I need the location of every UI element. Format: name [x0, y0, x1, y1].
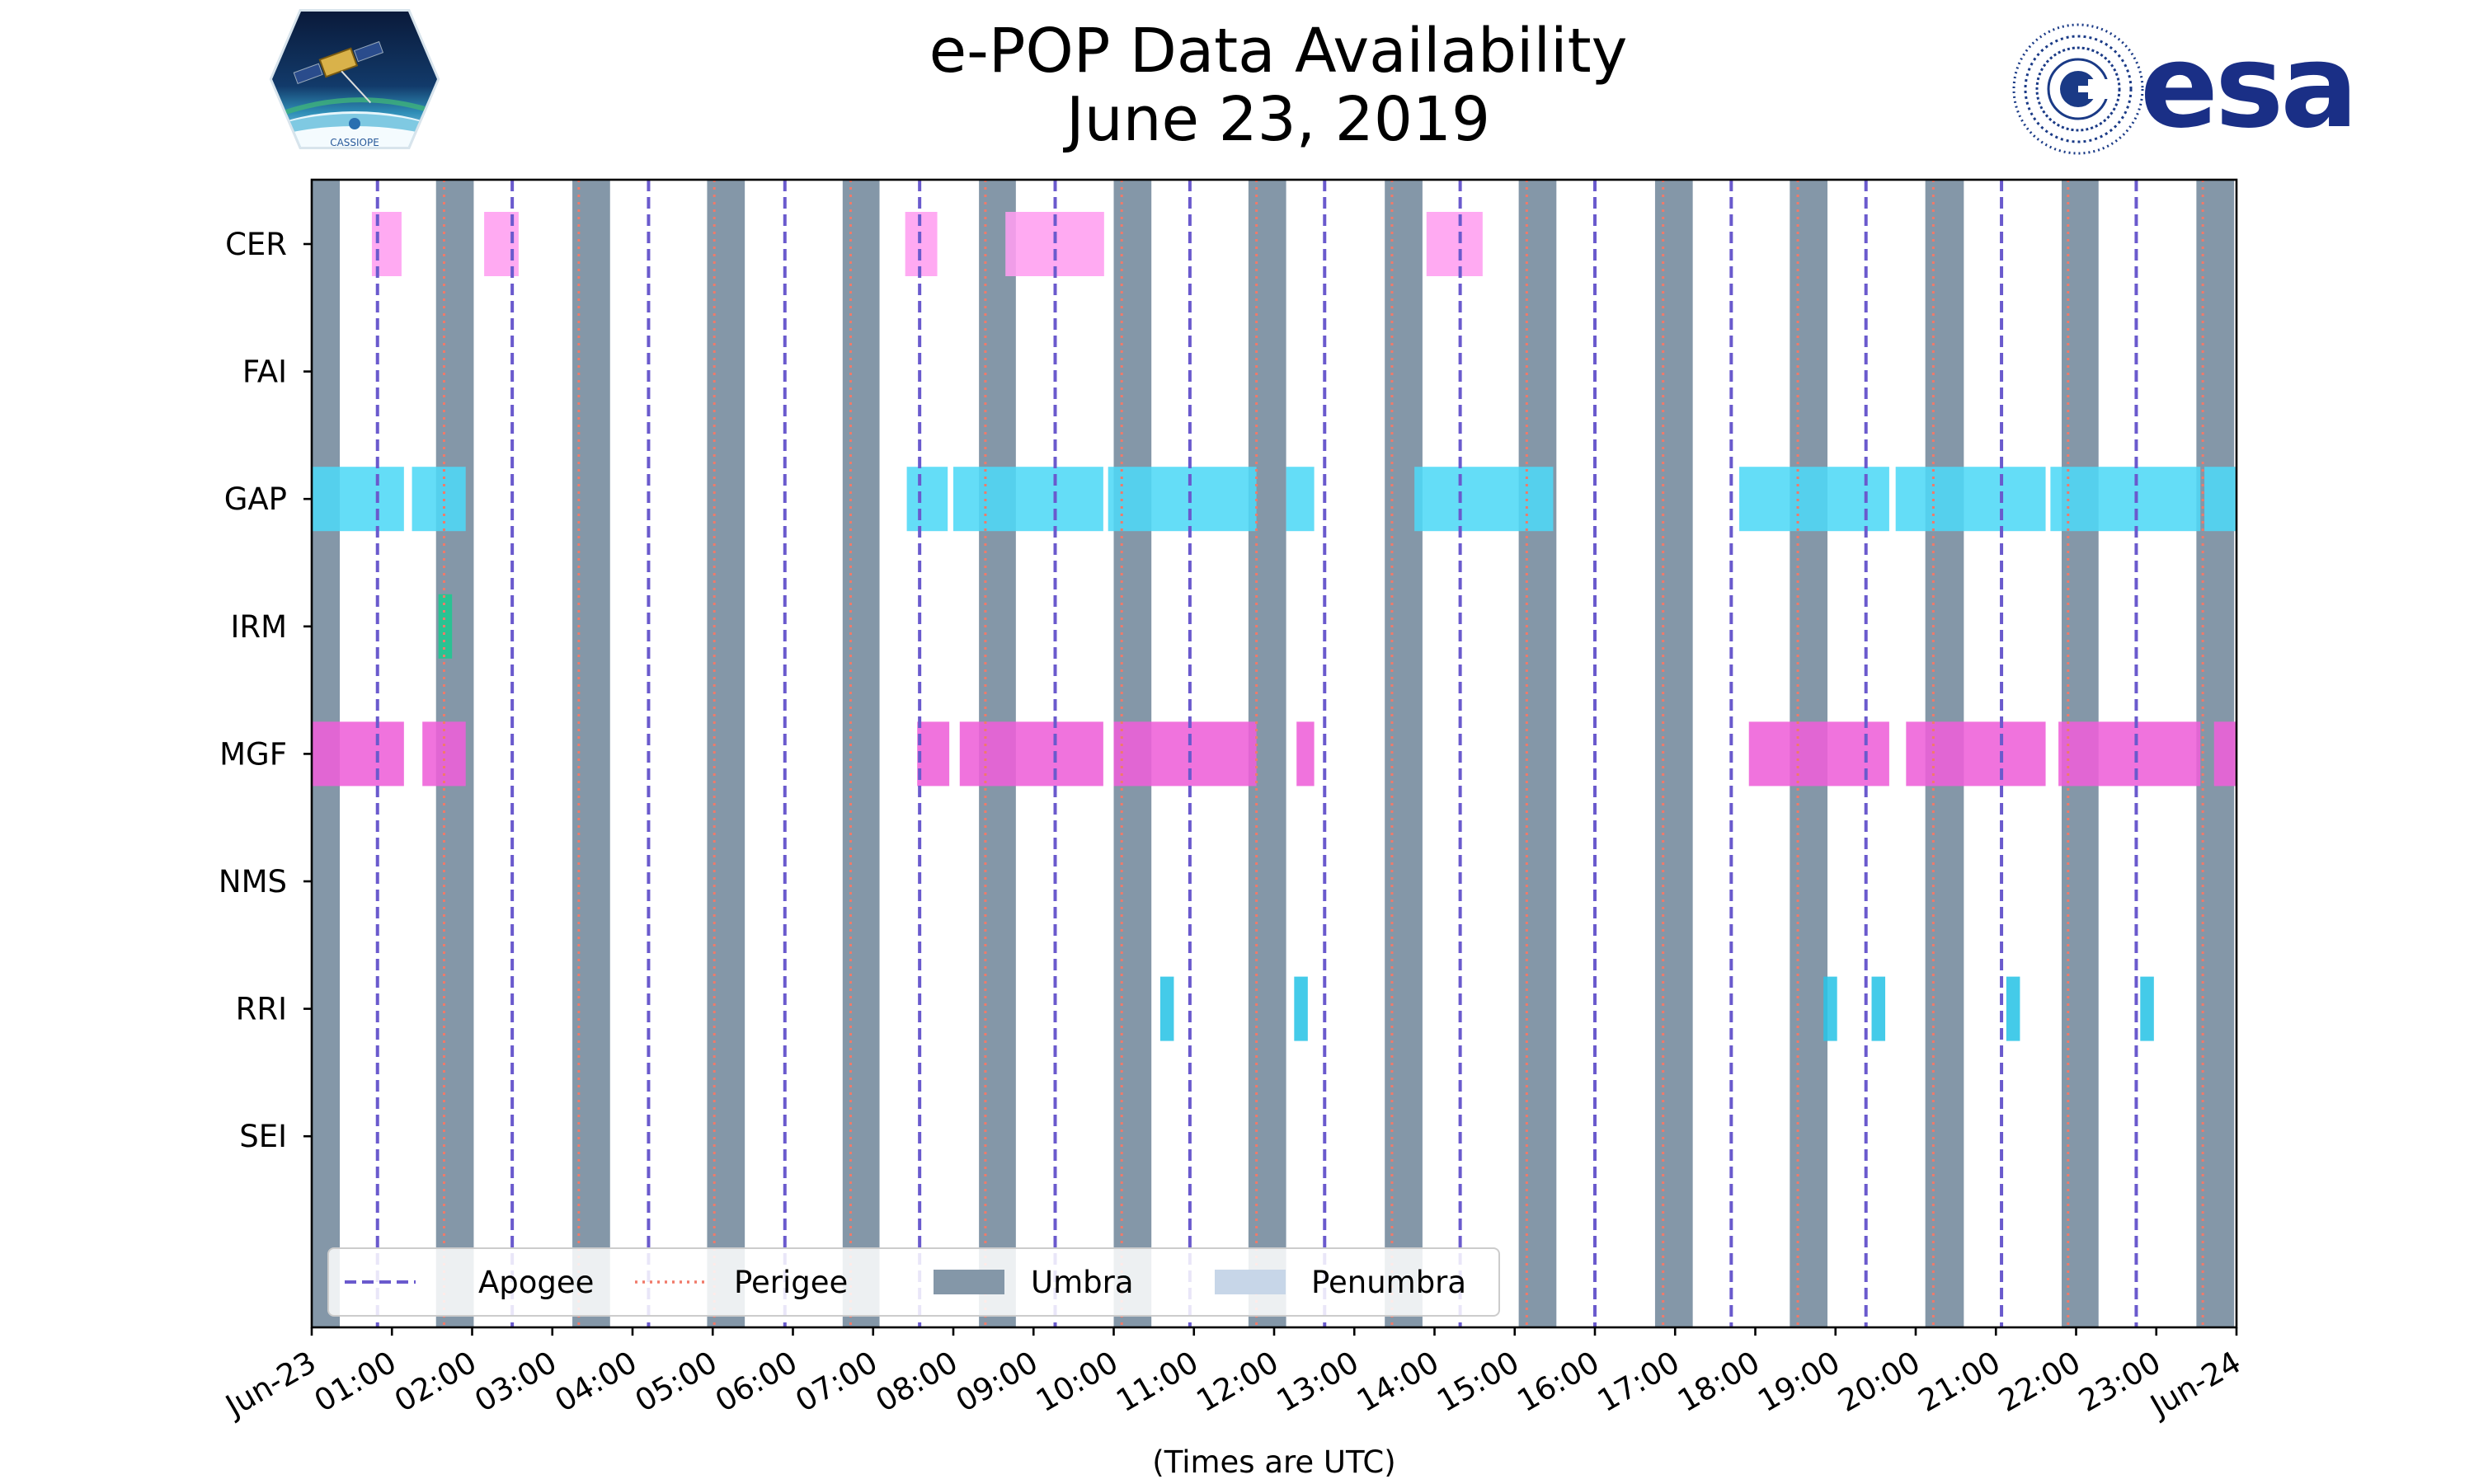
x-tick-label: 03:00: [468, 1345, 562, 1420]
x-tick-label: 15:00: [1431, 1345, 1525, 1420]
bar-gap: [953, 467, 1103, 532]
bar-rri: [2006, 976, 2020, 1041]
legend-label-penumbra: Penumbra: [1311, 1265, 1466, 1300]
esa-swirl-icon: [2012, 23, 2144, 155]
umbra-band: [1518, 180, 1557, 1327]
x-tick-label: Jun-24: [2143, 1345, 2247, 1425]
bar-gap: [1895, 467, 2046, 532]
bar-mgf: [1296, 721, 1315, 787]
x-tick-label: 02:00: [388, 1345, 482, 1420]
bar-gap: [312, 467, 404, 532]
legend-handle-umbra: [934, 1270, 1004, 1294]
legend-label-apogee: Apogee: [478, 1265, 594, 1300]
bar-mgf: [1113, 721, 1257, 787]
x-tick-label: 04:00: [549, 1345, 643, 1420]
bar-gap: [2204, 467, 2236, 532]
bar-rri: [2140, 976, 2154, 1041]
x-tick-label: 05:00: [629, 1345, 723, 1420]
bar-gap: [1739, 467, 1889, 532]
bar-mgf: [917, 721, 950, 787]
x-tick-label: 06:00: [709, 1345, 803, 1420]
bar-gap: [2050, 467, 2201, 532]
x-tick-label: 21:00: [1912, 1345, 2006, 1420]
x-tick-label: 07:00: [789, 1345, 883, 1420]
x-tick-label: Jun-23: [219, 1345, 322, 1425]
bar-rri: [1823, 976, 1837, 1041]
umbra-band: [1654, 180, 1693, 1327]
y-tick-label: IRM: [230, 609, 287, 645]
bar-mgf: [1748, 721, 1889, 787]
x-axis: Jun-2301:0002:0003:0004:0005:0006:0007:0…: [219, 1327, 2247, 1425]
legend-handle-penumbra: [1215, 1270, 1286, 1294]
y-tick-label: FAI: [242, 355, 287, 390]
legend-box: [327, 1247, 1500, 1317]
x-tick-label: 18:00: [1672, 1345, 1766, 1420]
bar-cer: [1426, 212, 1483, 276]
bar-gap: [906, 467, 948, 532]
bar-mgf: [2213, 721, 2236, 787]
chart-subtitle: June 23, 2019: [1063, 84, 1490, 155]
x-tick-label: 16:00: [1512, 1345, 1606, 1420]
x-tick-label: 09:00: [950, 1345, 1044, 1420]
bar-rri: [1871, 976, 1886, 1041]
bar-mgf: [1906, 721, 2046, 787]
legend: Apogee Perigee Umbra Penumbra: [327, 1247, 1500, 1317]
bar-gap: [1108, 467, 1257, 532]
x-tick-label: 11:00: [1110, 1345, 1204, 1420]
x-tick-label: 10:00: [1030, 1345, 1124, 1420]
y-tick-label: NMS: [219, 864, 287, 899]
umbra-band: [707, 180, 745, 1327]
chart-title: e-POP Data Availability: [929, 16, 1628, 87]
x-tick-label: 13:00: [1271, 1345, 1365, 1420]
x-tick-label: 01:00: [308, 1345, 402, 1420]
legend-label-perigee: Perigee: [734, 1265, 848, 1300]
bar-mgf: [959, 721, 1103, 787]
bar-rri: [1294, 976, 1308, 1041]
umbra-band: [1385, 180, 1423, 1327]
bar-gap: [1414, 467, 1554, 532]
esa-logo-text: esa: [2140, 20, 2355, 154]
bar-mgf: [312, 721, 404, 787]
x-tick-label: 08:00: [870, 1345, 964, 1420]
y-tick-label: CER: [225, 227, 287, 262]
x-axis-label: (Times are UTC): [1152, 1444, 1395, 1480]
cassiope-logo-text: CASSIOPE: [330, 137, 379, 148]
esa-logo: esa: [2012, 20, 2359, 155]
bar-gap: [1286, 467, 1315, 532]
y-axis: CER FAI GAP IRM MGF NMS RRI SEI: [219, 227, 312, 1154]
x-tick-label: 19:00: [1752, 1345, 1846, 1420]
y-tick-label: SEI: [239, 1119, 287, 1154]
umbra-band: [842, 180, 880, 1327]
bar-gap: [412, 467, 466, 532]
bar-mgf: [2058, 721, 2201, 787]
x-tick-label: 22:00: [1992, 1345, 2086, 1420]
orbit-lines: [375, 180, 2204, 1327]
bar-mgf: [422, 721, 466, 787]
legend-label-umbra: Umbra: [1031, 1265, 1134, 1300]
x-tick-label: 14:00: [1351, 1345, 1445, 1420]
y-tick-label: GAP: [224, 481, 287, 517]
x-tick-label: 12:00: [1191, 1345, 1285, 1420]
y-tick-label: RRI: [236, 992, 287, 1027]
x-tick-label: 20:00: [1832, 1345, 1926, 1420]
bar-rri: [1159, 976, 1174, 1041]
x-tick-label: 17:00: [1592, 1345, 1686, 1420]
y-tick-label: MGF: [219, 736, 287, 772]
